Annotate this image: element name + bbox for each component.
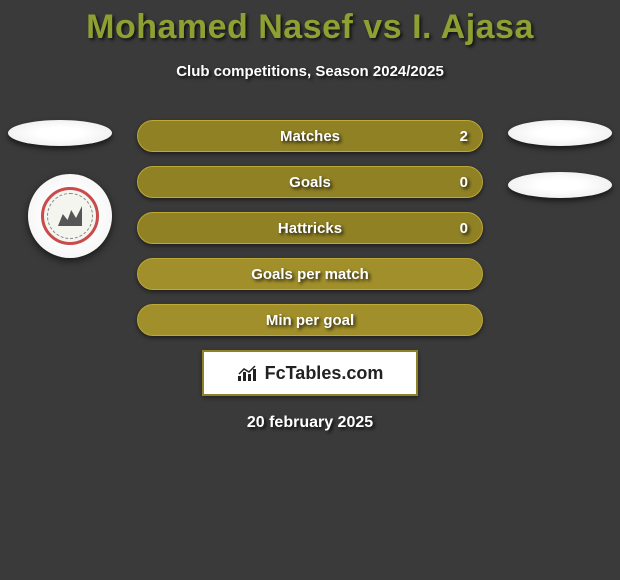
- club-badge: [28, 174, 112, 258]
- stat-label: Min per goal: [266, 312, 354, 329]
- stat-label: Goals: [289, 174, 331, 191]
- chart-icon: [237, 364, 259, 382]
- stat-label: Matches: [280, 128, 340, 145]
- stat-bar-goals-per-match: Goals per match: [137, 258, 483, 290]
- generation-date: 20 february 2025: [0, 414, 620, 432]
- stat-label: Goals per match: [251, 266, 369, 283]
- player-left-marker: [8, 120, 112, 146]
- stat-bar-min-per-goal: Min per goal: [137, 304, 483, 336]
- club-badge-inner: [41, 187, 99, 245]
- stat-label: Hattricks: [278, 220, 342, 237]
- stat-value: 0: [460, 220, 468, 237]
- stat-bars: Matches 2 Goals 0 Hattricks 0 Goals per …: [137, 120, 483, 336]
- player-right-marker-2: [508, 172, 612, 198]
- player-right-marker-1: [508, 120, 612, 146]
- branding-box: FcTables.com: [202, 350, 418, 396]
- stat-bar-matches: Matches 2: [137, 120, 483, 152]
- comparison-subtitle: Club competitions, Season 2024/2025: [0, 63, 620, 80]
- branding-text: FcTables.com: [265, 363, 384, 384]
- club-badge-icon: [58, 206, 82, 226]
- comparison-title: Mohamed Nasef vs I. Ajasa: [0, 0, 620, 47]
- stat-bar-goals: Goals 0: [137, 166, 483, 198]
- stat-value: 0: [460, 174, 468, 191]
- stat-bar-hattricks: Hattricks 0: [137, 212, 483, 244]
- content-area: Matches 2 Goals 0 Hattricks 0 Goals per …: [0, 120, 620, 432]
- stat-value: 2: [460, 128, 468, 145]
